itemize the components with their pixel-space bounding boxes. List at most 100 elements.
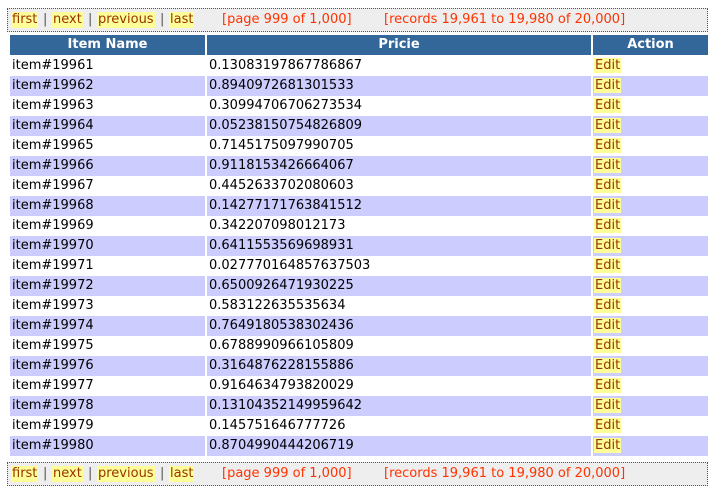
- price-cell: 0.9164634793820029: [207, 376, 591, 396]
- action-cell: Edit: [593, 216, 708, 236]
- action-cell: Edit: [593, 316, 708, 336]
- table-row: item#19969 0.342207098012173 Edit: [10, 216, 708, 236]
- price-cell: 0.9118153426664067: [207, 156, 591, 176]
- action-cell: Edit: [593, 156, 708, 176]
- edit-link[interactable]: Edit: [594, 118, 622, 133]
- item-name-cell: item#19980: [10, 436, 205, 456]
- last-page-link[interactable]: last: [169, 466, 195, 482]
- item-name-cell: item#19970: [10, 236, 205, 256]
- pager-separator: |: [88, 12, 93, 27]
- table-row: item#19972 0.6500926471930225 Edit: [10, 276, 708, 296]
- last-page-link[interactable]: last: [169, 12, 195, 28]
- table-row: item#19974 0.7649180538302436 Edit: [10, 316, 708, 336]
- item-name-cell: item#19972: [10, 276, 205, 296]
- edit-link[interactable]: Edit: [594, 258, 622, 273]
- action-cell: Edit: [593, 56, 708, 76]
- action-cell: Edit: [593, 176, 708, 196]
- column-header-price[interactable]: Pricie: [207, 35, 591, 56]
- edit-link[interactable]: Edit: [594, 238, 622, 253]
- pager-separator: |: [43, 466, 48, 481]
- item-name-cell: item#19971: [10, 256, 205, 276]
- first-page-link[interactable]: first: [11, 12, 39, 28]
- action-cell: Edit: [593, 396, 708, 416]
- price-cell: 0.6411553569698931: [207, 236, 591, 256]
- edit-link[interactable]: Edit: [594, 98, 622, 113]
- table-row: item#19979 0.145751646777726 Edit: [10, 416, 708, 436]
- edit-link[interactable]: Edit: [594, 78, 622, 93]
- edit-link[interactable]: Edit: [594, 418, 622, 433]
- table-row: item#19980 0.8704990444206719 Edit: [10, 436, 708, 456]
- price-cell: 0.4452633702080603: [207, 176, 591, 196]
- item-name-cell: item#19978: [10, 396, 205, 416]
- table-row: item#19965 0.7145175097990705 Edit: [10, 136, 708, 156]
- table-row: item#19976 0.3164876228155886 Edit: [10, 356, 708, 376]
- price-cell: 0.145751646777726: [207, 416, 591, 436]
- item-name-cell: item#19979: [10, 416, 205, 436]
- price-cell: 0.8940972681301533: [207, 76, 591, 96]
- action-cell: Edit: [593, 116, 708, 136]
- pager-separator: |: [160, 12, 165, 27]
- edit-link[interactable]: Edit: [594, 58, 622, 73]
- item-name-cell: item#19974: [10, 316, 205, 336]
- table-row: item#19968 0.14277171763841512 Edit: [10, 196, 708, 216]
- pager-separator: |: [43, 12, 48, 27]
- action-cell: Edit: [593, 76, 708, 96]
- edit-link[interactable]: Edit: [594, 298, 622, 313]
- price-cell: 0.7145175097990705: [207, 136, 591, 156]
- price-cell: 0.30994706706273534: [207, 96, 591, 116]
- action-cell: Edit: [593, 256, 708, 276]
- edit-link[interactable]: Edit: [594, 278, 622, 293]
- table-row: item#19975 0.6788990966105809 Edit: [10, 336, 708, 356]
- records-info: [records 19,961 to 19,980 of 20,000]: [384, 12, 626, 27]
- edit-link[interactable]: Edit: [594, 378, 622, 393]
- price-cell: 0.6788990966105809: [207, 336, 591, 356]
- table-row: item#19970 0.6411553569698931 Edit: [10, 236, 708, 256]
- next-page-link[interactable]: next: [52, 12, 83, 28]
- pager-separator: |: [88, 466, 93, 481]
- edit-link[interactable]: Edit: [594, 318, 622, 333]
- item-name-cell: item#19967: [10, 176, 205, 196]
- price-cell: 0.3164876228155886: [207, 356, 591, 376]
- item-name-cell: item#19961: [10, 56, 205, 76]
- item-name-cell: item#19976: [10, 356, 205, 376]
- table-row: item#19971 0.027770164857637503 Edit: [10, 256, 708, 276]
- price-cell: 0.7649180538302436: [207, 316, 591, 336]
- next-page-link[interactable]: next: [52, 466, 83, 482]
- action-cell: Edit: [593, 296, 708, 316]
- action-cell: Edit: [593, 376, 708, 396]
- price-cell: 0.583122635535634: [207, 296, 591, 316]
- edit-link[interactable]: Edit: [594, 158, 622, 173]
- edit-link[interactable]: Edit: [594, 198, 622, 213]
- table-row: item#19964 0.05238150754826809 Edit: [10, 116, 708, 136]
- pager-bottom: first | next | previous | last [page 999…: [7, 462, 708, 486]
- action-cell: Edit: [593, 416, 708, 436]
- table-row: item#19967 0.4452633702080603 Edit: [10, 176, 708, 196]
- action-cell: Edit: [593, 196, 708, 216]
- page-info: [page 999 of 1,000]: [222, 12, 352, 27]
- edit-link[interactable]: Edit: [594, 218, 622, 233]
- column-header-item-name[interactable]: Item Name: [10, 35, 205, 56]
- price-cell: 0.342207098012173: [207, 216, 591, 236]
- edit-link[interactable]: Edit: [594, 398, 622, 413]
- previous-page-link[interactable]: previous: [97, 466, 155, 482]
- table-header-row: Item Name Pricie Action: [10, 35, 708, 56]
- table-row: item#19961 0.13083197867786867 Edit: [10, 56, 708, 76]
- previous-page-link[interactable]: previous: [97, 12, 155, 28]
- items-table: Item Name Pricie Action item#19961 0.1308…: [8, 35, 710, 456]
- edit-link[interactable]: Edit: [594, 338, 622, 353]
- edit-link[interactable]: Edit: [594, 358, 622, 373]
- first-page-link[interactable]: first: [11, 466, 39, 482]
- item-name-cell: item#19969: [10, 216, 205, 236]
- price-cell: 0.13083197867786867: [207, 56, 591, 76]
- price-cell: 0.13104352149959642: [207, 396, 591, 416]
- table-row: item#19977 0.9164634793820029 Edit: [10, 376, 708, 396]
- edit-link[interactable]: Edit: [594, 438, 622, 453]
- price-cell: 0.8704990444206719: [207, 436, 591, 456]
- edit-link[interactable]: Edit: [594, 138, 622, 153]
- edit-link[interactable]: Edit: [594, 178, 622, 193]
- item-name-cell: item#19965: [10, 136, 205, 156]
- price-cell: 0.027770164857637503: [207, 256, 591, 276]
- table-row: item#19963 0.30994706706273534 Edit: [10, 96, 708, 116]
- item-name-cell: item#19973: [10, 296, 205, 316]
- action-cell: Edit: [593, 356, 708, 376]
